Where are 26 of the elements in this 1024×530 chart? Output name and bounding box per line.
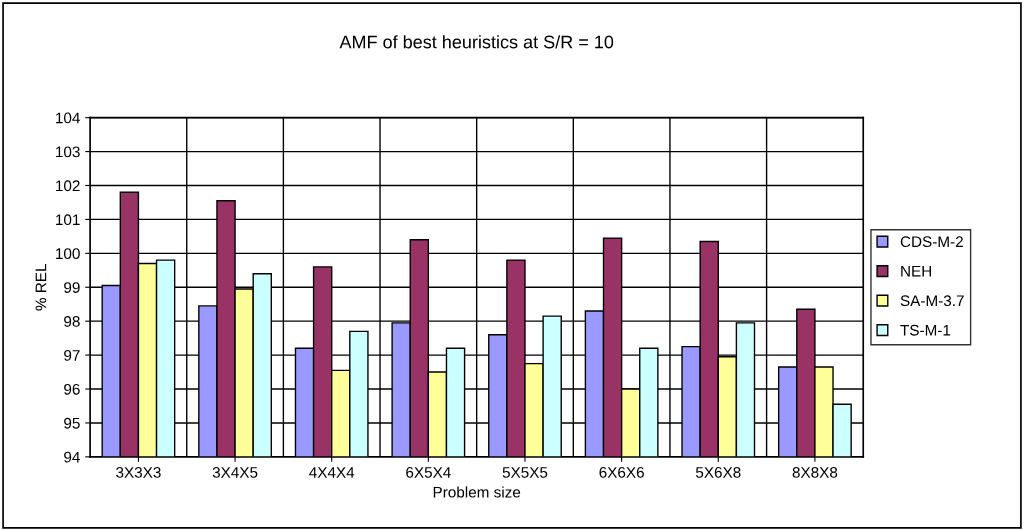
x-axis-title: Problem size [433,486,521,498]
legend-label: CDS-M-2 [900,236,963,248]
legend-label: SA-M-3.7 [900,295,964,307]
y-tick-label: 103 [56,146,80,158]
y-axis-title: % REL [35,263,47,311]
y-tick-label: 94 [64,451,80,463]
x-tick-label: 3X3X3 [116,466,161,478]
y-tick-label: 99 [64,282,80,293]
x-tick-label: 6X6X6 [599,466,644,478]
x-tick-label: 5X6X8 [695,466,741,478]
legend-label: NEH [901,265,931,277]
x-tick-label: 3X4X5 [212,466,258,478]
chart-title: AMF of best heuristics at S/R = 10 [339,35,614,49]
y-tick-label: 101 [56,214,80,226]
y-tick-label: 95 [64,417,80,429]
y-tick-label: 100 [56,248,80,260]
y-tick-label: 97 [64,349,80,361]
y-tick-label: 102 [56,180,80,192]
x-tick-label: 8X8X8 [792,466,838,478]
x-tick-label: 5X5X5 [502,467,548,478]
legend-label: TS-M-1 [900,324,951,336]
x-tick-label: 4X4X4 [309,467,355,478]
y-tick-label: 98 [64,316,80,327]
y-tick-label: 96 [64,383,80,395]
x-tick-label: 6X5X4 [406,466,451,478]
y-tick-label: 104 [56,112,80,124]
